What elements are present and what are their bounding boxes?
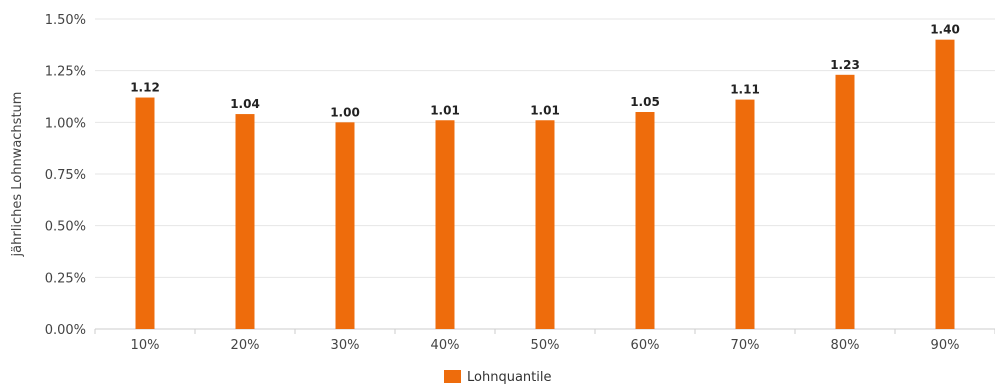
legend: Lohnquantile — [444, 370, 551, 385]
x-tick-label: 90% — [931, 338, 960, 353]
data-label: 1.04 — [230, 97, 260, 111]
x-tick-label: 80% — [831, 338, 860, 353]
bar — [235, 114, 255, 329]
bar — [135, 97, 155, 330]
legend-swatch — [444, 370, 461, 383]
y-tick-label: 1.00% — [45, 116, 86, 131]
data-label: 1.01 — [530, 103, 560, 117]
x-tick-label: 20% — [231, 338, 260, 353]
bar — [735, 99, 755, 329]
x-tick-label: 60% — [631, 338, 660, 353]
x-tick-label: 30% — [331, 338, 360, 353]
data-label: 1.40 — [930, 23, 960, 37]
x-axis-ticks: 10% 20% 30% 40% 50% 60% 70% 80% 90% — [94, 329, 995, 353]
data-label: 1.11 — [730, 83, 760, 97]
legend-label: Lohnquantile — [467, 370, 551, 385]
data-labels: 1.12 1.04 1.00 1.01 1.01 1.05 1.11 1.23 1.40 — [130, 23, 960, 120]
data-label: 1.05 — [630, 95, 660, 109]
data-label: 1.00 — [330, 105, 360, 119]
y-tick-label: 0.25% — [45, 271, 86, 286]
bars — [135, 39, 955, 330]
bar — [635, 112, 655, 329]
bar — [335, 122, 355, 329]
data-label: 1.12 — [130, 81, 160, 95]
bar — [435, 120, 455, 330]
x-tick-label: 70% — [731, 338, 760, 353]
data-label: 1.01 — [430, 103, 460, 117]
bar — [935, 39, 955, 330]
x-tick-label: 10% — [131, 338, 160, 353]
y-tick-label: 1.50% — [45, 13, 86, 28]
x-tick-label: 40% — [431, 338, 460, 353]
y-tick-label: 0.50% — [45, 220, 86, 235]
bar — [535, 120, 555, 330]
bar — [835, 74, 855, 329]
data-label: 1.23 — [830, 58, 860, 72]
y-tick-label: 1.25% — [45, 65, 86, 80]
y-axis-ticks: 0.00% 0.25% 0.50% 0.75% 1.00% 1.25% 1.50% — [45, 13, 86, 338]
y-tick-label: 0.00% — [45, 323, 86, 338]
y-tick-label: 0.75% — [45, 168, 86, 183]
y-axis-label: jährliches Lohnwachstum — [10, 92, 25, 258]
x-tick-label: 50% — [531, 338, 560, 353]
